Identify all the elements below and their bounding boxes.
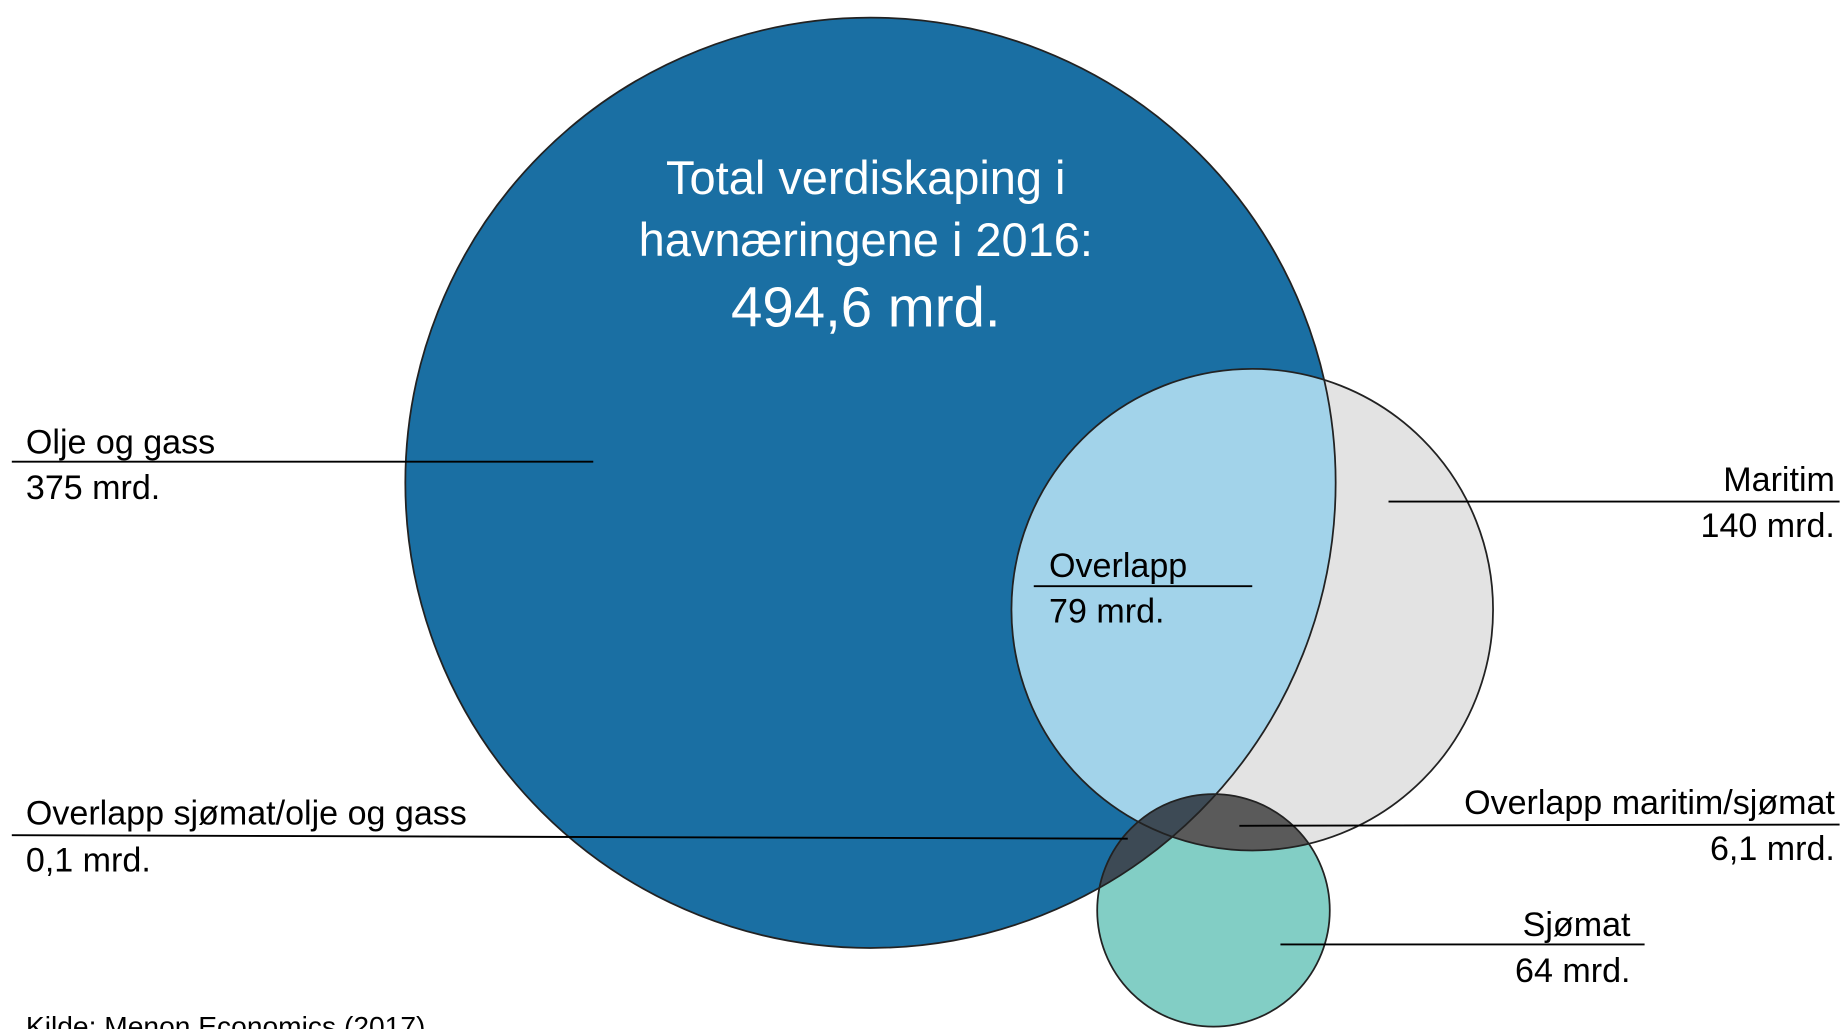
value: 0,1 mrd. <box>26 842 151 880</box>
label: Maritim <box>1723 461 1835 499</box>
label: Overlapp maritim/sjømat <box>1464 784 1835 822</box>
value: 6,1 mrd. <box>1710 830 1835 868</box>
leader-line <box>1239 823 1840 827</box>
title-line: havnæringene i 2016: <box>639 213 1093 266</box>
value: 375 mrd. <box>26 469 160 507</box>
label: Overlapp <box>1049 547 1187 585</box>
label: Overlapp sjømat/olje og gass <box>26 795 467 833</box>
value: 79 mrd. <box>1049 593 1164 631</box>
sjomat-circle <box>1097 794 1330 1027</box>
outline <box>404 16 1337 949</box>
title-total: 494,6 mrd. <box>731 276 1001 339</box>
label: Olje og gass <box>26 423 215 461</box>
title-line: Total verdiskaping i <box>666 151 1065 204</box>
value: 140 mrd. <box>1701 507 1835 545</box>
label: Sjømat <box>1523 906 1631 944</box>
outline <box>1096 793 1331 1028</box>
overlap-area <box>1011 368 1336 851</box>
value: 64 mrd. <box>1515 952 1630 990</box>
outline <box>1010 367 1494 852</box>
leader-line <box>11 834 1128 840</box>
source: Kilde: Menon Economics (2017) <box>26 1010 426 1029</box>
